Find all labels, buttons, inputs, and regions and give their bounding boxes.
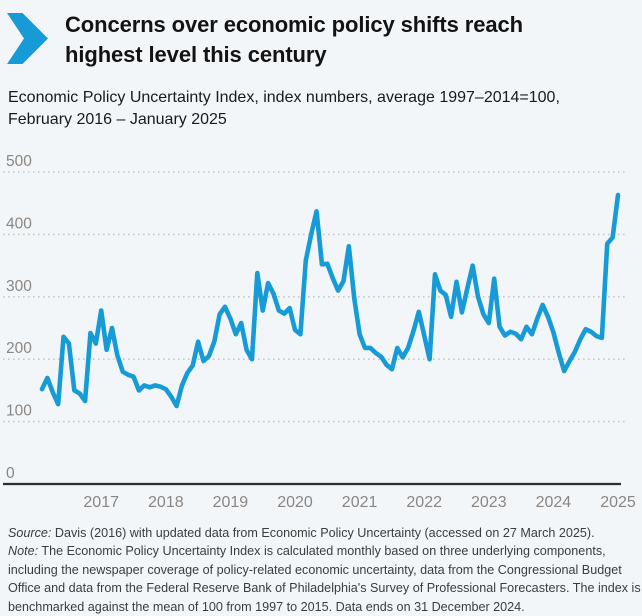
x-axis-label: 2025: [600, 494, 636, 511]
chevron-icon: [7, 13, 48, 64]
y-axis-label: 100: [6, 403, 32, 420]
x-axis-label: 2018: [148, 494, 184, 511]
note-label: Note:: [8, 544, 39, 559]
source-text: Davis (2016) with updated data from Econ…: [54, 526, 595, 540]
x-axis-label: 2022: [406, 494, 442, 511]
x-axis-label: 2024: [536, 494, 572, 511]
y-axis-label: 0: [6, 465, 15, 482]
y-axis-label: 400: [6, 215, 32, 232]
x-axis-label: 2021: [342, 494, 378, 511]
y-axis-label: 300: [6, 278, 32, 295]
y-axis-label: 200: [6, 340, 32, 357]
x-axis-label: 2017: [83, 494, 119, 511]
page-title: Concerns over economic policy shifts rea…: [65, 12, 523, 67]
footnotes: Source: Davis (2016) with updated data f…: [8, 524, 641, 616]
x-axis-label: 2020: [277, 494, 313, 511]
note-text: The Economic Policy Uncertainty Index is…: [8, 544, 641, 614]
x-axis-label: 2023: [471, 494, 507, 511]
method-note: Note: The Economic Policy Uncertainty In…: [8, 542, 641, 616]
x-axis-label: 2019: [213, 494, 249, 511]
epu-line-chart: 0 100 200 300 400 500 2017 2018 2019 2020 2021 2022…: [3, 153, 636, 511]
chart-subtitle: Economic Policy Uncertainty Index, index…: [8, 89, 560, 128]
epu-series-line: [39, 192, 621, 409]
source-label: Source:: [8, 526, 52, 540]
y-axis-label: 500: [6, 153, 32, 170]
source-note: Source: Davis (2016) with updated data f…: [8, 524, 641, 542]
